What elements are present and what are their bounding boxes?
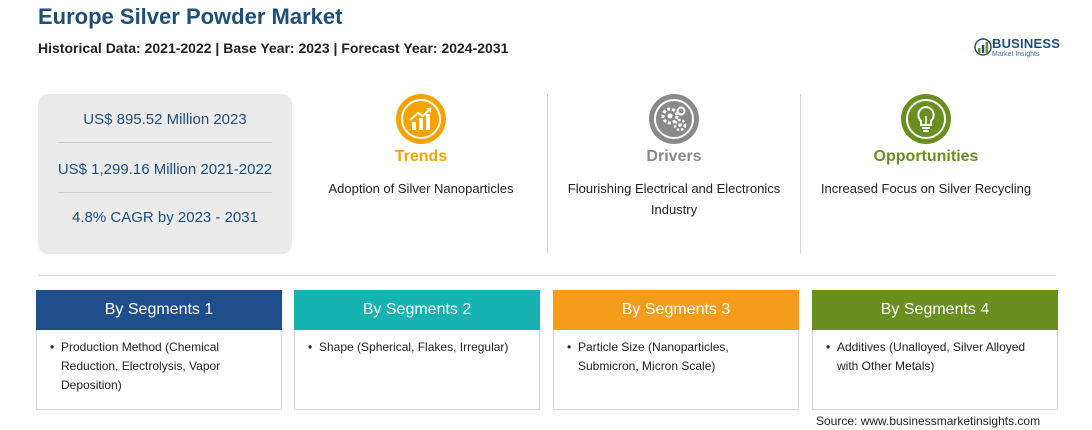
feature-description: Adoption of Silver Nanoparticles xyxy=(328,181,514,196)
stats-panel: US$ 895.52 Million 2023 US$ 1,299.16 Mil… xyxy=(38,94,292,254)
stat-market-size-2023: US$ 895.52 Million 2023 xyxy=(83,111,247,128)
trend-chart-icon xyxy=(396,94,446,144)
segment-card-4: By Segments 4 Additives (Unalloyed, Silv… xyxy=(812,290,1058,410)
segment-list: Additives (Unalloyed, Silver Alloyed wit… xyxy=(823,338,1045,376)
column-divider xyxy=(800,94,801,254)
feature-title: Drivers xyxy=(646,148,702,165)
page-title: Europe Silver Powder Market xyxy=(38,4,343,29)
feature-opportunities: Opportunities Increased Focus on Silver … xyxy=(801,94,1051,244)
feature-description: Flourishing Electrical and Electronics I… xyxy=(567,181,781,217)
logo-brand-text: BUSINESS xyxy=(992,36,1061,51)
segment-list: Particle Size (Nanoparticles, Submicron,… xyxy=(564,338,786,376)
logo-tagline: Market Insights xyxy=(992,51,1040,58)
segment-header: By Segments 2 xyxy=(294,290,540,330)
feature-title: Opportunities xyxy=(873,148,979,165)
feature-title: Trends xyxy=(394,148,448,165)
segment-header: By Segments 1 xyxy=(36,290,282,330)
segment-header: By Segments 3 xyxy=(553,290,799,330)
segment-list: Production Method (Chemical Reduction, E… xyxy=(47,338,269,395)
segment-item: Additives (Unalloyed, Silver Alloyed wit… xyxy=(823,338,1045,376)
segment-item: Production Method (Chemical Reduction, E… xyxy=(47,338,269,395)
bar-chart-logo-icon xyxy=(974,38,992,56)
segment-item: Shape (Spherical, Flakes, Irregular) xyxy=(305,338,527,357)
page-subtitle: Historical Data: 2021-2022 | Base Year: … xyxy=(38,40,509,56)
brand-logo[interactable]: BUSINESS Market Insights xyxy=(974,34,1064,62)
segment-card-3: By Segments 3 Particle Size (Nanoparticl… xyxy=(553,290,799,410)
feature-description: Increased Focus on Silver Recycling xyxy=(820,181,1032,196)
section-divider xyxy=(38,275,1056,276)
stat-divider xyxy=(58,142,272,143)
segment-header: By Segments 4 xyxy=(812,290,1058,330)
column-divider xyxy=(547,94,548,254)
segment-list: Shape (Spherical, Flakes, Irregular) xyxy=(305,338,527,357)
segment-card-1: By Segments 1 Production Method (Chemica… xyxy=(36,290,282,410)
feature-drivers: Drivers Flourishing Electrical and Elect… xyxy=(549,94,799,244)
stat-cagr: 4.8% CAGR by 2023 - 2031 xyxy=(72,209,258,226)
source-note: Source: www.businessmarketinsights.com xyxy=(816,414,1041,428)
gears-icon xyxy=(649,94,699,144)
stat-market-size-historical: US$ 1,299.16 Million 2021-2022 xyxy=(57,161,273,178)
stat-divider xyxy=(58,192,272,193)
lightbulb-icon xyxy=(901,94,951,144)
segment-item: Particle Size (Nanoparticles, Submicron,… xyxy=(564,338,786,376)
feature-trends: Trends Adoption of Silver Nanoparticles xyxy=(296,94,546,244)
segment-card-2: By Segments 2 Shape (Spherical, Flakes, … xyxy=(294,290,540,410)
